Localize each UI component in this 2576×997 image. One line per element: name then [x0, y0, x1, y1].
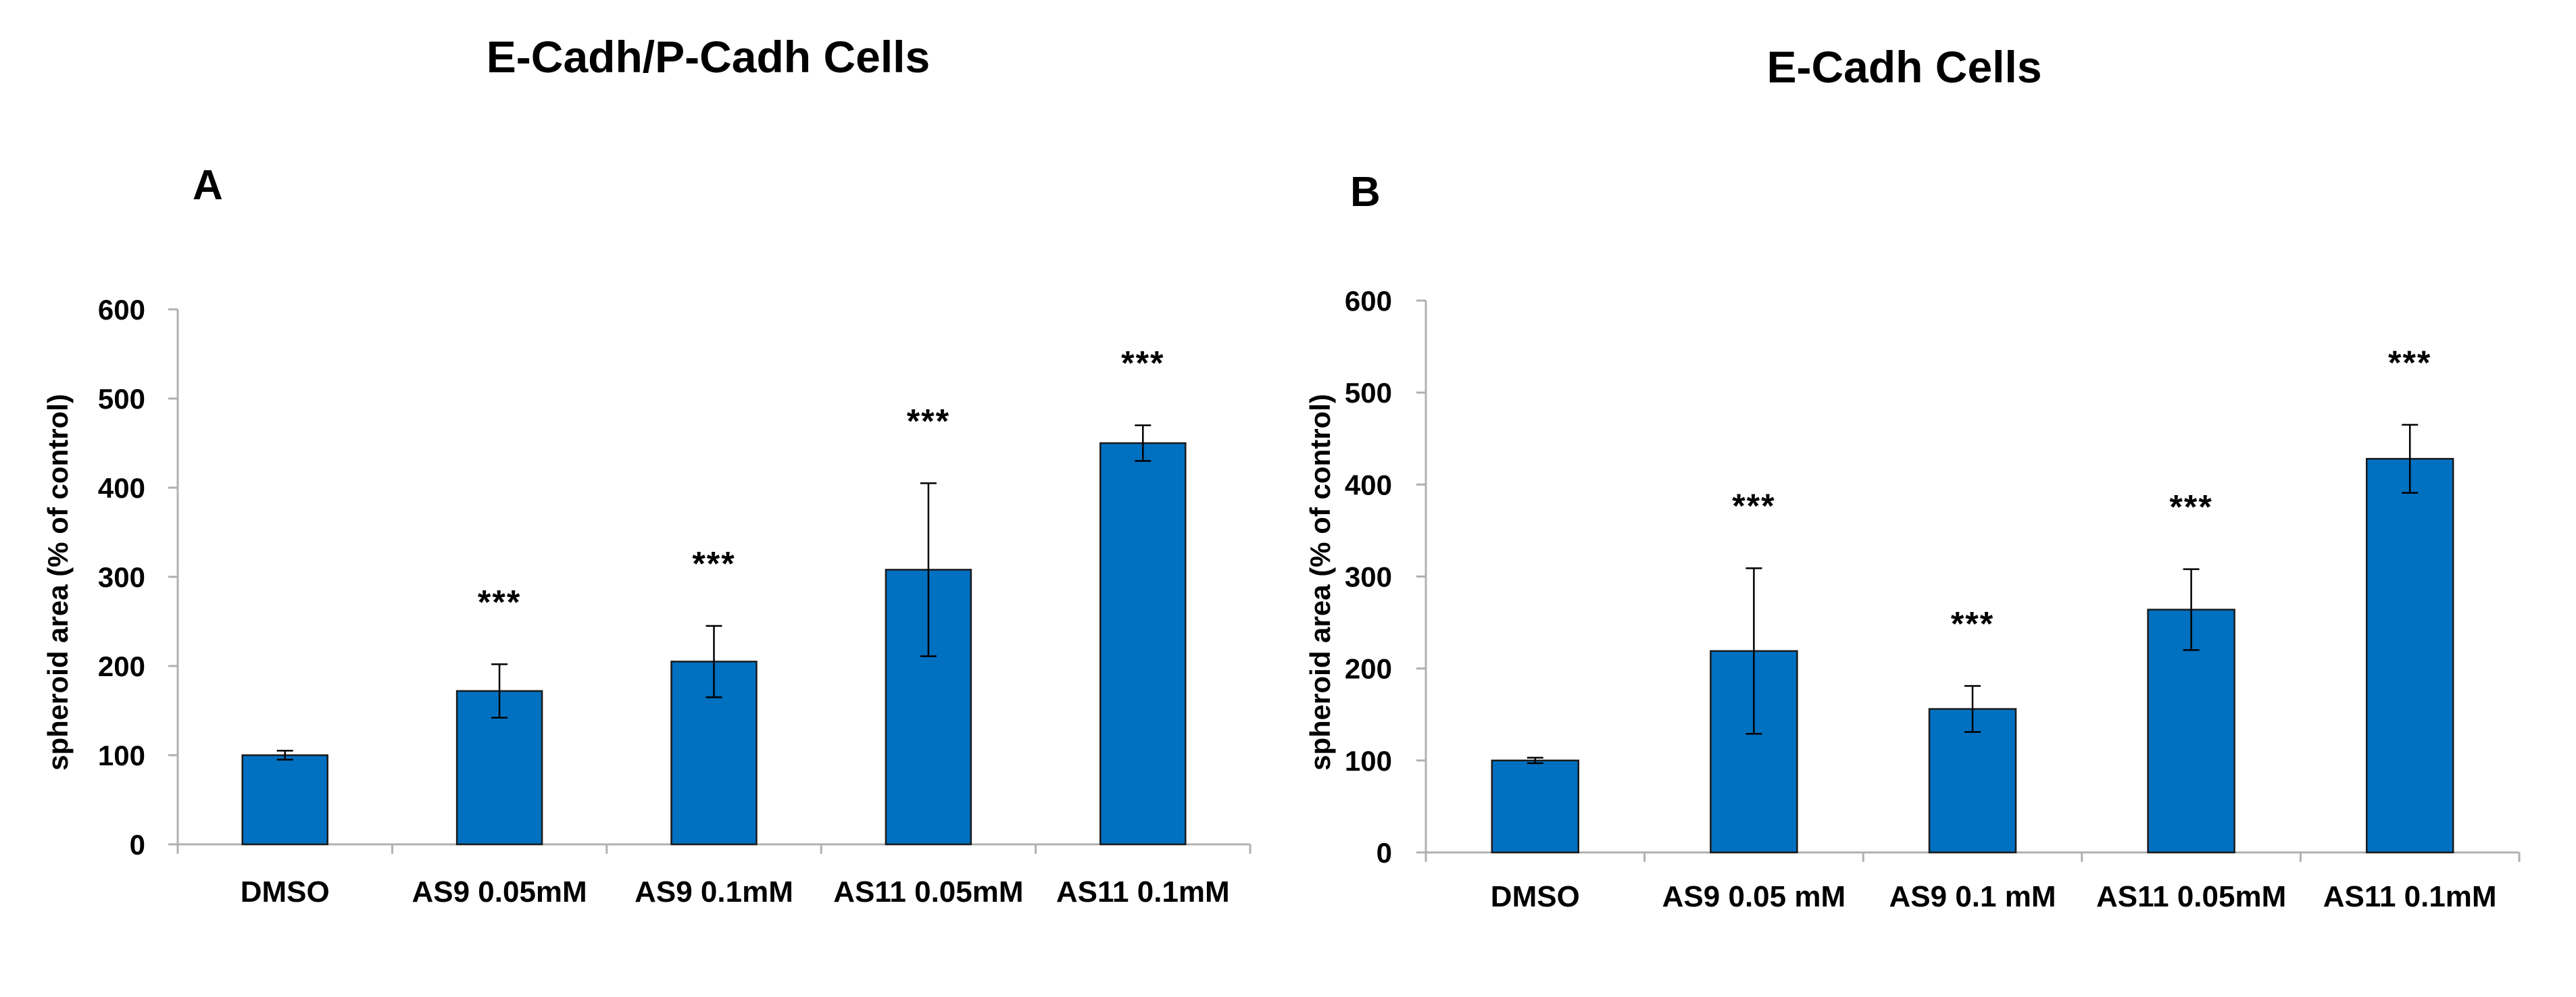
- chart-a-category-label: DMSO: [241, 875, 330, 909]
- chart-b-category-label: AS9 0.1 mM: [1889, 880, 2056, 913]
- chart-a-y-tick-label: 600: [98, 294, 145, 326]
- chart-b-y-tick-label: 0: [1377, 837, 1392, 869]
- chart-b-significance-label: ***: [2169, 488, 2212, 526]
- chart-b-bar: [1928, 708, 2017, 854]
- chart-a-y-tick-label: 200: [98, 650, 145, 682]
- chart-b-bar: [2365, 457, 2454, 854]
- chart-b-y-axis-label: spheroid area (% of control): [1304, 394, 1336, 771]
- chart-panel-a: E-Cadh/P-Cadh Cells A spheroid area (% o…: [42, 32, 1252, 909]
- chart-a-y-tick-label: 400: [98, 472, 145, 504]
- chart-b-category-label: AS9 0.05 mM: [1662, 880, 1846, 913]
- chart-b-category-label: AS11 0.1mM: [2323, 880, 2497, 913]
- chart-b-y-tick-label: 200: [1345, 653, 1392, 685]
- chart-a-category-label: AS11 0.1mM: [1056, 875, 1230, 909]
- chart-a-significance-label: ***: [1121, 344, 1164, 382]
- chart-b-y-tick-label: 100: [1345, 745, 1392, 777]
- chart-b-panel-letter: B: [1350, 169, 1381, 215]
- chart-b-bar: [1710, 650, 1798, 854]
- chart-b-y-tick-label: 500: [1345, 377, 1392, 409]
- chart-a-category-label: AS9 0.1mM: [635, 875, 793, 909]
- chart-panel-b: E-Cadh Cells B spheroid area (% of contr…: [1304, 42, 2521, 913]
- chart-b-significance-label: ***: [1732, 487, 1775, 525]
- chart-a-category-label: AS9 0.05mM: [412, 875, 587, 909]
- chart-a-y-tick-label: 0: [130, 829, 145, 861]
- chart-a-panel-letter: A: [193, 162, 223, 209]
- chart-b-significance-label: ***: [2388, 344, 2431, 382]
- chart-a-significance-label: ***: [478, 583, 521, 621]
- chart-b-title: E-Cadh Cells: [1766, 42, 2041, 92]
- chart-b-category-label: DMSO: [1491, 880, 1580, 913]
- chart-a-bar: [1099, 442, 1187, 846]
- chart-a-significance-label: ***: [692, 545, 735, 583]
- chart-b-category-label: AS11 0.05mM: [2096, 880, 2286, 913]
- chart-a-title: E-Cadh/P-Cadh Cells: [487, 32, 930, 82]
- chart-b-y-tick-label: 600: [1345, 285, 1392, 317]
- chart-a-y-tick-label: 500: [98, 383, 145, 415]
- chart-a-significance-label: ***: [907, 402, 950, 440]
- chart-b-y-tick-label: 400: [1345, 469, 1392, 501]
- chart-b-significance-label: ***: [1951, 605, 1994, 643]
- chart-b-bar: [1491, 759, 1580, 854]
- chart-a-bar: [241, 754, 328, 846]
- chart-a-y-tick-label: 100: [98, 740, 145, 771]
- chart-a-y-tick-label: 300: [98, 561, 145, 593]
- chart-b-y-tick-label: 300: [1345, 561, 1392, 593]
- chart-a-category-label: AS11 0.05mM: [833, 875, 1023, 909]
- chart-a-y-axis-label: spheroid area (% of control): [42, 394, 74, 771]
